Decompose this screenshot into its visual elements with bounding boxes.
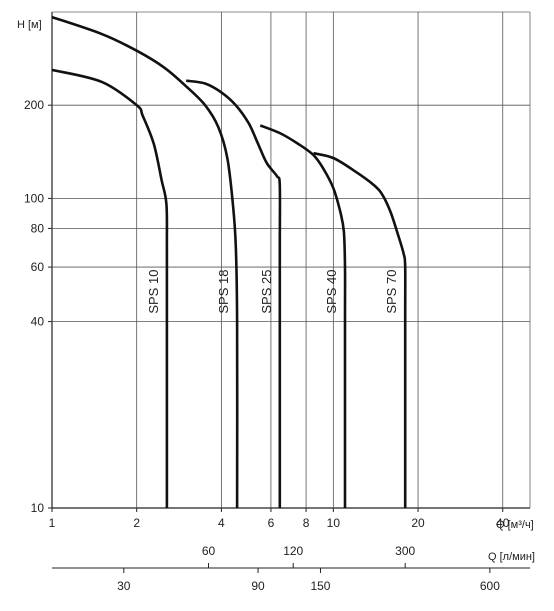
secondary-tick-label-60: 60 bbox=[202, 544, 216, 558]
x-tick-labels: 1 2 4 6 8 10 20 40 bbox=[49, 508, 510, 530]
series-label-sps-18: SPS 18 bbox=[216, 270, 231, 314]
secondary-axis: 60 120 300 30 90 150 600 bbox=[52, 544, 530, 593]
y-tick-label-10: 10 bbox=[31, 501, 45, 515]
curve-sps-18 bbox=[51, 15, 239, 509]
y-tick-label-40: 40 bbox=[31, 315, 45, 329]
secondary-tick-label-30: 30 bbox=[117, 579, 131, 593]
curve-sps-70 bbox=[313, 151, 407, 508]
series-labels: SPS 10 SPS 18 SPS 25 SPS 40 SPS 70 bbox=[146, 270, 399, 314]
x-tick-label-1: 1 bbox=[49, 516, 56, 530]
x-tick-label-6: 6 bbox=[268, 516, 275, 530]
secondary-axis-title: Q [л/мин] bbox=[488, 551, 535, 563]
y-axis-title: H [м] bbox=[17, 19, 42, 31]
y-tick-label-200: 200 bbox=[24, 98, 44, 112]
y-tick-label-100: 100 bbox=[24, 191, 44, 205]
x-tick-label-4: 4 bbox=[218, 516, 225, 530]
curve-sps-40 bbox=[259, 124, 347, 508]
y-tick-label-80: 80 bbox=[31, 221, 45, 235]
secondary-tick-label-90: 90 bbox=[251, 579, 265, 593]
curve-sps-25 bbox=[185, 79, 282, 508]
x-tick-label-40: 40 bbox=[496, 516, 510, 530]
y-tick-label-60: 60 bbox=[31, 260, 45, 274]
y-tick-labels: 10 40 60 80 100 200 bbox=[24, 98, 52, 515]
series-label-sps-10: SPS 10 bbox=[146, 270, 161, 314]
curve-sps-10 bbox=[51, 68, 169, 508]
x-tick-label-8: 8 bbox=[303, 516, 310, 530]
x-tick-label-20: 20 bbox=[411, 516, 425, 530]
grid bbox=[51, 11, 531, 509]
secondary-tick-label-600: 600 bbox=[480, 579, 500, 593]
curves bbox=[51, 15, 407, 509]
x-tick-label-2: 2 bbox=[133, 516, 140, 530]
secondary-tick-label-120: 120 bbox=[283, 544, 303, 558]
series-label-sps-70: SPS 70 bbox=[384, 270, 399, 314]
secondary-tick-label-150: 150 bbox=[310, 579, 330, 593]
series-label-sps-25: SPS 25 bbox=[259, 270, 274, 314]
secondary-tick-label-300: 300 bbox=[395, 544, 415, 558]
x-axis-title: Q [м³/ч] bbox=[496, 519, 534, 531]
series-label-sps-40: SPS 40 bbox=[324, 270, 339, 314]
x-tick-label-10: 10 bbox=[327, 516, 341, 530]
